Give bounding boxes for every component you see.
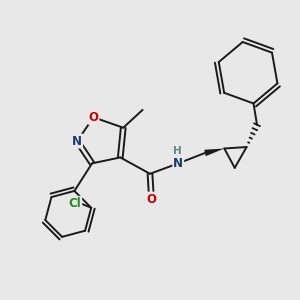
Polygon shape xyxy=(204,148,224,156)
Text: Cl: Cl xyxy=(68,197,81,210)
Text: O: O xyxy=(146,193,157,206)
Text: N: N xyxy=(173,157,183,170)
Text: N: N xyxy=(72,135,82,148)
Text: O: O xyxy=(88,111,98,124)
Text: H: H xyxy=(173,146,182,156)
